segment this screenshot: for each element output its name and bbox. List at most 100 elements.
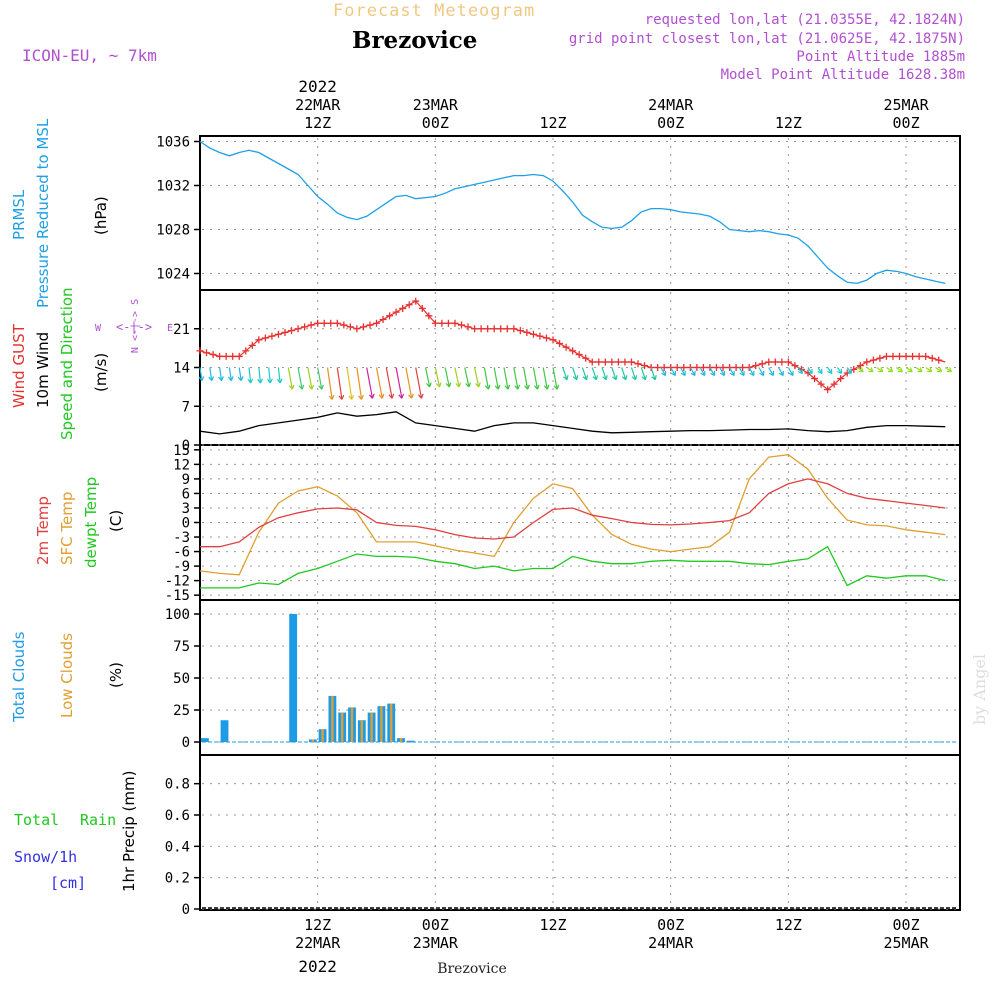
- wind-arrowhead: [897, 367, 903, 373]
- wind-direction-arrow: [768, 367, 774, 376]
- wind-tick-label: 7: [182, 399, 190, 415]
- low-clouds-bar: [370, 712, 373, 742]
- credit-label: by Angel: [970, 654, 989, 725]
- gust-marker: [915, 352, 923, 360]
- dewpoint-line: [200, 545, 946, 589]
- gust-marker: [490, 325, 498, 333]
- wind-direction-arrow: [856, 367, 864, 373]
- top-hour-label: 12Z: [304, 114, 331, 132]
- wind-direction-arrow: [689, 367, 696, 376]
- top-day-label: 25MAR: [883, 96, 929, 114]
- wind-direction-arrow: [787, 367, 794, 376]
- gust-marker: [706, 364, 714, 371]
- wind-direction-arrow: [660, 367, 667, 376]
- wind-direction-arrow: [219, 367, 223, 381]
- compass-east: E: [167, 323, 173, 334]
- gust-marker: [451, 319, 459, 327]
- wind-arrowhead: [514, 384, 521, 390]
- gust-marker: [353, 325, 361, 333]
- gust-marker: [909, 352, 917, 360]
- wind-direction-arrow: [405, 367, 413, 399]
- gust-marker: [235, 352, 243, 360]
- gust-marker: [542, 334, 550, 342]
- top-day-label: 22MAR: [295, 96, 341, 114]
- wind-arrowhead: [887, 367, 894, 373]
- wind-arrowhead: [936, 367, 943, 373]
- wind-unit: (m/s): [92, 353, 110, 392]
- gust-marker: [922, 352, 930, 360]
- wind-direction-arrow: [915, 367, 923, 373]
- wind-arrowhead: [797, 368, 803, 375]
- gust-marker: [255, 336, 263, 344]
- wind-arrowhead: [276, 378, 283, 384]
- wind-direction-arrow: [317, 367, 323, 390]
- gust-marker: [503, 325, 511, 333]
- wind-direction-arrow: [356, 367, 363, 400]
- precip-unit: 1hr Precip (mm): [120, 771, 138, 892]
- gust-marker: [333, 319, 341, 327]
- wind-direction-arrow: [523, 367, 529, 390]
- top-hour-label: 00Z: [893, 114, 920, 132]
- wind-gust-line: [199, 300, 946, 391]
- wind-arrowhead: [563, 375, 569, 381]
- wind-direction-arrow: [326, 367, 333, 400]
- gust-marker: [327, 319, 335, 327]
- top-day-label: 24MAR: [648, 96, 694, 114]
- wind-arrowhead: [288, 384, 295, 390]
- wind-direction-arrow: [346, 367, 353, 400]
- gust-marker: [752, 362, 760, 370]
- wind-arrowhead: [868, 367, 874, 373]
- gust-marker: [902, 352, 910, 360]
- wind-arrowhead: [308, 384, 315, 390]
- gust-marker: [418, 304, 426, 312]
- precip-tick-label: 0.4: [165, 839, 190, 855]
- wind-direction-arrow: [228, 367, 232, 381]
- gust-marker: [268, 332, 276, 340]
- gust-marker: [745, 364, 753, 371]
- gust-marker: [654, 364, 662, 371]
- gust-marker: [673, 364, 681, 371]
- bottom-hour-label: 12Z: [539, 916, 566, 934]
- wind-speed-line: [199, 411, 946, 435]
- temp-tick-label: 9: [182, 472, 190, 488]
- temp-tick-label: 6: [182, 486, 190, 502]
- wind-direction-arrow: [709, 367, 716, 376]
- gust-marker: [288, 327, 296, 335]
- footer-label: Brezovice: [437, 961, 507, 977]
- gust-marker: [203, 349, 211, 357]
- bottom-hour-label: 12Z: [304, 916, 331, 934]
- wind-arrowhead: [198, 376, 205, 382]
- gust-marker: [301, 323, 309, 331]
- gust-marker: [863, 358, 871, 366]
- panel-frame: [199, 135, 961, 291]
- pressure-unit: (hPa): [92, 196, 110, 235]
- wind-direction-arrow: [238, 367, 242, 381]
- snow-label: Snow/1h: [14, 848, 77, 866]
- clouds-unit: (%): [107, 662, 125, 688]
- wind-arrowhead: [257, 378, 263, 384]
- pressure-tick-label: 1028: [156, 223, 190, 239]
- gust-marker: [575, 351, 583, 359]
- wind-arrowhead: [504, 384, 511, 390]
- wind-arrowhead: [465, 382, 471, 388]
- wind-arrowhead: [778, 370, 784, 377]
- wind-direction-arrow: [699, 367, 706, 376]
- compass-arrows: <-|->: [116, 320, 152, 334]
- gust-marker: [373, 319, 381, 327]
- wind-direction-arrow: [748, 367, 755, 376]
- temp-tick-label: 0: [182, 516, 190, 532]
- gust-marker: [386, 312, 394, 320]
- temp-tick-label: 12: [173, 457, 190, 473]
- wind-direction-arrow: [797, 367, 803, 374]
- wind-direction-arrow: [395, 367, 403, 399]
- wind-arrowhead: [680, 370, 686, 377]
- wind-direction-arrow: [846, 367, 852, 374]
- wind-arrowhead: [651, 375, 657, 381]
- gust-marker: [216, 352, 224, 360]
- wind-direction-arrow: [670, 367, 676, 376]
- bottom-day-label: 23MAR: [413, 934, 459, 952]
- gust-marker: [778, 358, 786, 366]
- pressure-tick-label: 1032: [156, 179, 190, 195]
- wind-direction-arrow: [866, 367, 874, 373]
